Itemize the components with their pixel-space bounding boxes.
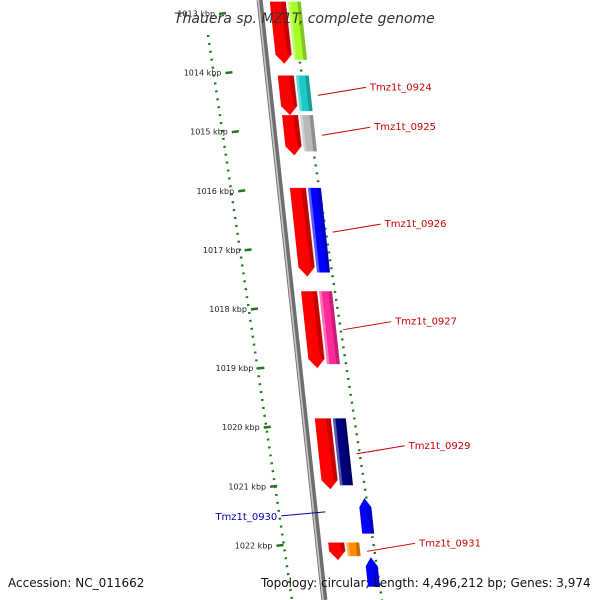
gene-label: Tmz1t_0926: [384, 219, 447, 230]
cds-arrow-forward: [328, 542, 346, 561]
tick-mark: [263, 425, 271, 429]
tick-mark: [257, 366, 265, 370]
label-leader-line: [356, 445, 405, 455]
feature-bar: [346, 542, 361, 557]
cds-arrow-forward: [277, 75, 298, 116]
map-title: Thauera sp. MZ1T, complete genome: [174, 11, 435, 27]
label-leader-line: [317, 86, 366, 96]
label-leader-line: [343, 321, 392, 331]
feature-bar-highlight: [287, 1, 297, 60]
label-leader-line: [322, 126, 371, 136]
tick-mark: [238, 189, 246, 193]
label-leader-line: [367, 542, 416, 552]
tick-label: 1016 kbp: [196, 187, 234, 196]
feature-bar-highlight: [332, 418, 343, 486]
feature-bar-highlight: [319, 291, 330, 365]
feature-bar-shade: [305, 75, 313, 112]
tick-mark: [225, 70, 233, 75]
feature-bar: [300, 115, 317, 152]
gene-label: Tmz1t_0929: [408, 441, 471, 452]
tick-label: 1022 kbp: [235, 541, 273, 550]
cds-arrow-reverse: [359, 498, 375, 534]
feature-bar-highlight: [300, 115, 307, 152]
gene-label: Tmz1t_0924: [369, 82, 432, 93]
cds-arrow-forward-shade: [288, 75, 299, 107]
ticks-layer: 1013 kbp 1014 kbp 1015 kbp 1016 kbp 1017 kbp…: [177, 10, 284, 550]
cds-arrow-forward: [282, 115, 302, 156]
cds-arrow-reverse: [365, 557, 380, 587]
tick-label: 1018 kbp: [209, 305, 247, 314]
tick-mark: [269, 484, 278, 488]
tick-mark: [231, 130, 239, 134]
feature-bar: [332, 418, 354, 486]
feature-bar-shade: [317, 187, 331, 273]
accession-text: Accession: NC_011662: [8, 576, 144, 590]
genes-layer: [269, 1, 380, 587]
feature-bar-shade: [342, 418, 354, 486]
tick-label: 1014 kbp: [184, 69, 222, 78]
tick-label: 1019 kbp: [216, 364, 254, 373]
gene-label: Tmz1t_0925: [373, 122, 436, 133]
tick-mark: [218, 11, 227, 16]
gene-label: Tmz1t_0931: [418, 538, 481, 549]
backbone-highlight: [257, 0, 324, 600]
tick-mark: [244, 248, 252, 252]
cds-arrow-forward: [269, 1, 292, 64]
tick-mark: [276, 543, 284, 548]
cds-arrow-forward-shade: [325, 418, 339, 481]
tick-label: 1015 kbp: [190, 128, 228, 137]
tick-label: 1021 kbp: [228, 482, 266, 491]
feature-bar: [319, 291, 340, 365]
cds-arrow-forward-shade: [312, 291, 326, 360]
cds-arrow-forward-shade: [301, 187, 316, 268]
tick-mark: [250, 307, 259, 311]
feature-bar: [295, 75, 313, 112]
tick-label: 1020 kbp: [222, 423, 260, 432]
tick-label: 1017 kbp: [203, 246, 241, 255]
cds-arrow-forward: [301, 291, 325, 369]
cds-arrow-forward-shade: [280, 1, 293, 55]
gene-labels-layer: Tmz1t_0924 Tmz1t_0925 Tmz1t_0926 Tmz1t_0927…: [214, 82, 481, 552]
backbone-line: [256, 0, 328, 600]
cds-arrow-forward: [289, 187, 315, 277]
feature-bar-highlight: [307, 187, 320, 273]
tick-label: 1013 kbp: [177, 10, 215, 19]
gene-label: Tmz1t_0927: [394, 317, 457, 328]
cds-arrow-forward-shade: [339, 542, 347, 552]
cds-arrow-forward-shade: [293, 115, 303, 147]
feature-bar-highlight: [295, 75, 303, 112]
cds-arrow-reverse-shade: [366, 507, 375, 534]
label-leader-line: [332, 223, 381, 233]
feature-bar-highlight: [346, 542, 351, 557]
label-leader-line: [281, 511, 326, 517]
feature-bar: [287, 1, 308, 60]
feature-bar-shade: [355, 542, 361, 557]
feature-bar-shade: [328, 291, 340, 365]
genome-summary-text: Topology: circular; Length: 4,496,212 bp…: [260, 576, 591, 590]
cds-arrow-reverse-shade: [373, 566, 380, 587]
feature-bar: [307, 187, 331, 273]
feature-bar-shade: [297, 1, 308, 60]
gene-label: Tmz1t_0930: [214, 512, 277, 523]
cds-arrow-forward: [314, 418, 338, 490]
feature-bar-shade: [309, 115, 317, 152]
